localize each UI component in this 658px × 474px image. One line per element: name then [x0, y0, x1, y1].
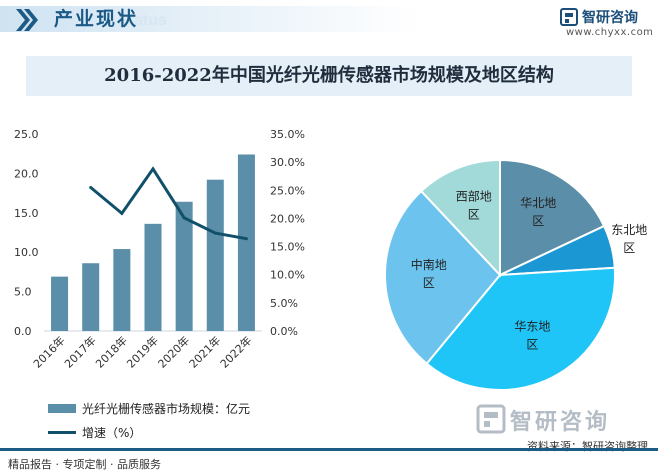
- x-tick-label: 2020年: [155, 333, 192, 370]
- bar-2017年: [82, 263, 100, 331]
- watermark-brand: 智研咨询: [510, 410, 611, 435]
- bar-2020年: [175, 201, 193, 331]
- bar-2022年: [237, 154, 255, 331]
- y2-tick-label: 30.0%: [270, 156, 305, 169]
- footer: 资料来源：智研咨询整理 精品报告 · 专项定制 · 品质服务: [0, 440, 658, 474]
- bar-2018年: [113, 249, 131, 331]
- bar-2021年: [206, 179, 224, 331]
- growth-point-2021年: [213, 231, 217, 235]
- legend-swatch-bar: [48, 403, 76, 413]
- x-tick-label: 2017年: [61, 333, 98, 370]
- y2-tick-label: 5.0%: [270, 297, 298, 310]
- x-tick-label: 2021年: [186, 333, 223, 370]
- y-tick-label: 0.0: [14, 325, 32, 338]
- brand-name: 智研咨询: [582, 10, 638, 26]
- brand-url: www.chyxx.com: [566, 27, 654, 38]
- footer-services: 精品报告 · 专项定制 · 品质服务: [8, 458, 161, 471]
- pie-label-华北地区: 区: [532, 214, 544, 228]
- growth-line: [89, 166, 247, 241]
- pie-label-中南地区: 区: [423, 276, 435, 290]
- bar-2019年: [144, 223, 162, 331]
- x-tick-label: 2022年: [217, 333, 254, 370]
- pie-label-西部地区: 区: [468, 208, 480, 222]
- pie-label-华东地区: 区: [526, 338, 538, 352]
- pie-slice-西部地区: [419, 158, 501, 278]
- x-tick-label: 2019年: [124, 333, 161, 370]
- y-tick-label: 5.0: [14, 286, 32, 299]
- header-subtitle: Status: [118, 12, 167, 29]
- footer-divider: [0, 448, 658, 451]
- x-tick-label: 2016年: [30, 333, 67, 370]
- bar-2016年: [51, 276, 69, 331]
- chart-title: 2016-2022年中国光纤光栅传感器市场规模及地区结构: [104, 65, 554, 86]
- x-tick-label: 2018年: [93, 333, 130, 370]
- header-bar: Status 产业现状 智研咨询 www.chyxx.com: [0, 0, 658, 44]
- header-banner: [0, 6, 420, 32]
- y2-tick-label: 10.0%: [270, 269, 305, 282]
- chart-title-box: 2016-2022年中国光纤光栅传感器市场规模及地区结构: [26, 56, 632, 96]
- growth-point-2022年: [244, 237, 248, 241]
- legend-label-bar: 光纤光栅传感器市场规模：亿元: [82, 401, 251, 416]
- legend-item-line: 增速（%）: [48, 420, 250, 444]
- legend-swatch-line: [48, 430, 76, 434]
- pie-label-西部地区: 西部地: [456, 189, 492, 204]
- y2-tick-label: 25.0%: [270, 184, 305, 197]
- pie-label-东北地区: 东北地: [611, 223, 647, 237]
- legend-label-line: 增速（%）: [82, 425, 142, 440]
- growth-point-2019年: [151, 167, 155, 171]
- brand-logo-icon: [560, 8, 578, 26]
- chevron-double-icon: [16, 9, 38, 31]
- growth-point-2018年: [120, 211, 124, 215]
- source-note: 资料来源：智研咨询整理: [527, 440, 648, 453]
- watermark-logo-icon: [476, 404, 506, 434]
- pie-slice-华东地区: [425, 266, 616, 391]
- y2-tick-label: 20.0%: [270, 212, 305, 225]
- pie-label-华北地区: 华北地: [520, 196, 556, 210]
- y-tick-label: 10.0: [14, 246, 39, 259]
- growth-point-2020年: [182, 216, 186, 220]
- legend-item-bar: 光纤光栅传感器市场规模：亿元: [48, 396, 250, 420]
- pie-label-东北地区: 区: [623, 241, 635, 255]
- chart-legend: 光纤光栅传感器市场规模：亿元 增速（%）: [48, 396, 250, 444]
- y-tick-label: 15.0: [14, 207, 39, 220]
- growth-point-2017年: [89, 185, 93, 189]
- pie-label-中南地区: 中南地: [411, 257, 447, 272]
- y-tick-label: 20.0: [14, 167, 39, 180]
- y2-tick-label: 15.0%: [270, 241, 305, 254]
- pie-slice-华北地区: [499, 158, 606, 277]
- y2-tick-label: 35.0%: [270, 128, 305, 141]
- y-tick-label: 25.0: [14, 128, 39, 141]
- y2-tick-label: 0.0%: [270, 325, 298, 338]
- section-title: 产业现状: [54, 8, 139, 30]
- pie-slice-中南地区: [384, 189, 502, 366]
- pie-label-华东地区: 华东地: [514, 320, 550, 334]
